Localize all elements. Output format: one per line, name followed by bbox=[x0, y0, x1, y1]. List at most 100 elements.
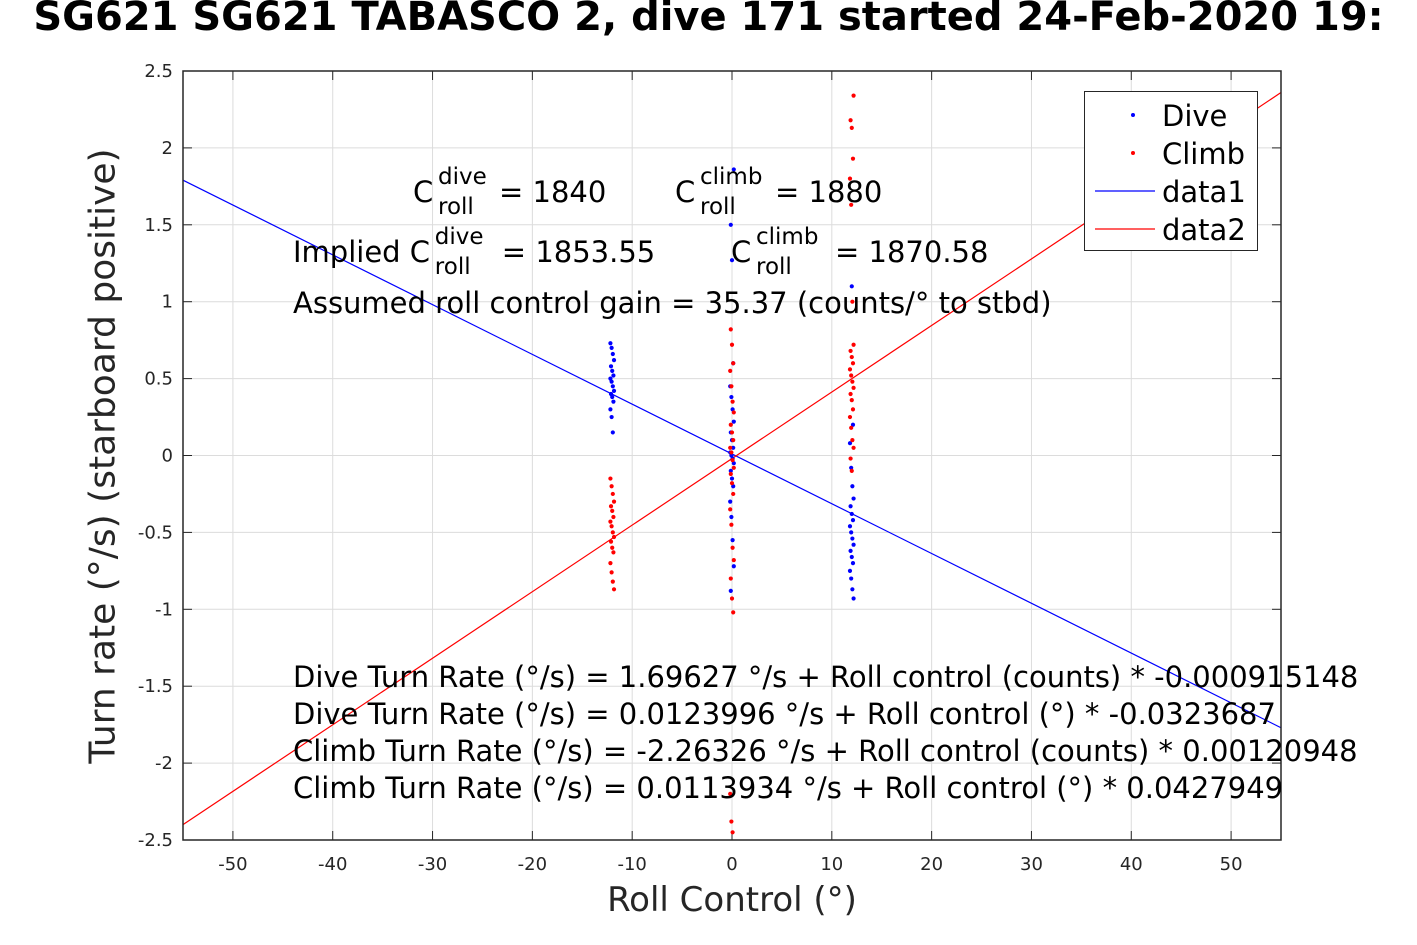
point-climb bbox=[608, 519, 613, 524]
y-tick-label: 1 bbox=[162, 292, 173, 313]
implied-climb-annotation: C climb roll = 1870.58 bbox=[731, 226, 989, 279]
point-dive bbox=[730, 537, 735, 543]
point-dive bbox=[610, 351, 615, 357]
c-dive-sub: roll bbox=[438, 194, 474, 220]
y-tick-label: -0.5 bbox=[138, 522, 173, 543]
y-tick-label: -2 bbox=[155, 753, 173, 774]
point-climb bbox=[731, 410, 736, 415]
point-climb bbox=[730, 830, 735, 835]
point-climb bbox=[847, 414, 853, 420]
point-climb bbox=[851, 342, 856, 347]
point-climb bbox=[849, 354, 854, 360]
point-dive bbox=[731, 564, 736, 569]
point-climb bbox=[849, 125, 854, 131]
point-climb bbox=[851, 385, 856, 390]
point-climb bbox=[850, 299, 855, 304]
point-dive bbox=[608, 364, 614, 369]
point-dive bbox=[610, 430, 615, 435]
x-tick-label: 40 bbox=[1120, 854, 1143, 875]
point-climb bbox=[728, 327, 733, 332]
point-dive bbox=[848, 548, 853, 553]
point-climb bbox=[847, 367, 853, 372]
point-dive bbox=[611, 358, 617, 363]
point-climb bbox=[608, 476, 613, 481]
point-climb bbox=[731, 438, 736, 443]
legend-label-climb: Climb bbox=[1162, 137, 1246, 171]
legend-climb-marker bbox=[1131, 151, 1135, 155]
y-tick-label: -1 bbox=[155, 599, 173, 620]
point-dive bbox=[609, 379, 614, 384]
point-dive bbox=[848, 504, 853, 509]
x-tick-label: -40 bbox=[318, 854, 347, 875]
implied-prefix: Implied bbox=[293, 235, 410, 269]
point-climb bbox=[849, 425, 854, 430]
point-climb bbox=[848, 118, 853, 123]
point-climb bbox=[851, 93, 856, 98]
implied-dive-annotation: Implied C dive roll = 1853.55 bbox=[293, 226, 656, 279]
point-dive bbox=[610, 384, 615, 389]
x-tick-label: -50 bbox=[218, 854, 247, 875]
c-climb-annotation: C climb roll = 1880 bbox=[675, 166, 882, 219]
scatter-points bbox=[608, 93, 856, 835]
point-dive bbox=[850, 561, 856, 566]
point-climb bbox=[608, 539, 614, 544]
point-climb bbox=[729, 481, 735, 486]
c-climb-prefix: C bbox=[675, 175, 696, 209]
point-climb bbox=[729, 450, 734, 455]
point-dive bbox=[849, 511, 854, 517]
point-dive bbox=[728, 222, 733, 227]
point-climb bbox=[731, 610, 736, 615]
equation-dive-counts: Dive Turn Rate (°/s) = 1.69627 °/s + Rol… bbox=[293, 660, 1359, 694]
x-axis-label: Roll Control (°) bbox=[607, 880, 857, 920]
point-climb bbox=[850, 407, 856, 412]
legend: Dive Climb data1 data2 bbox=[1084, 91, 1258, 251]
y-tick-label: 0 bbox=[162, 446, 173, 467]
legend-data2-line bbox=[1095, 228, 1155, 230]
x-tick-label: -30 bbox=[418, 854, 447, 875]
implied-climb-prefix: C bbox=[731, 235, 752, 269]
point-dive bbox=[850, 517, 856, 523]
y-axis-label: Turn rate (°/s) (starboard positive) bbox=[82, 148, 124, 764]
implied-dive-value: = 1853.55 bbox=[501, 235, 656, 269]
point-dive bbox=[728, 468, 733, 473]
equation-climb-counts: Climb Turn Rate (°/s) = -2.26326 °/s + R… bbox=[293, 734, 1358, 768]
c-dive-annotation: C dive roll = 1840 bbox=[413, 166, 606, 219]
point-climb bbox=[610, 530, 615, 535]
point-climb bbox=[731, 491, 736, 497]
point-dive bbox=[851, 542, 856, 547]
implied-climb-value: = 1870.58 bbox=[835, 235, 989, 269]
point-dive bbox=[851, 596, 856, 601]
y-tick-label: 0.5 bbox=[144, 369, 173, 390]
point-dive bbox=[609, 414, 614, 420]
legend-label-data2: data2 bbox=[1162, 213, 1246, 247]
point-climb bbox=[847, 176, 853, 181]
point-dive bbox=[849, 530, 854, 535]
implied-climb-sub: roll bbox=[756, 254, 792, 280]
point-dive bbox=[729, 258, 735, 263]
point-climb bbox=[731, 557, 736, 563]
roll-gain-annotation: Assumed roll control gain = 35.37 (count… bbox=[293, 286, 1052, 320]
point-climb bbox=[848, 391, 853, 397]
point-dive bbox=[847, 568, 853, 573]
point-climb bbox=[730, 399, 735, 404]
point-climb bbox=[849, 398, 854, 403]
axes-box bbox=[182, 70, 1282, 841]
legend-item-data1: data1 bbox=[1085, 172, 1257, 210]
legend-data1-line bbox=[1095, 190, 1155, 192]
point-climb bbox=[849, 468, 854, 473]
point-dive bbox=[847, 441, 853, 446]
point-climb bbox=[608, 504, 614, 509]
point-climb bbox=[610, 508, 615, 513]
legend-item-climb: Climb bbox=[1085, 134, 1257, 172]
point-dive bbox=[608, 341, 613, 346]
x-tick-label: 30 bbox=[1020, 854, 1043, 875]
point-dive bbox=[608, 407, 613, 412]
c-dive-sup: dive bbox=[438, 164, 487, 190]
point-dive bbox=[847, 524, 853, 529]
point-climb bbox=[611, 550, 616, 555]
point-dive bbox=[728, 588, 733, 593]
implied-dive-prefix: C bbox=[409, 235, 431, 269]
point-dive bbox=[609, 345, 614, 350]
implied-dive-sub: roll bbox=[434, 254, 471, 280]
